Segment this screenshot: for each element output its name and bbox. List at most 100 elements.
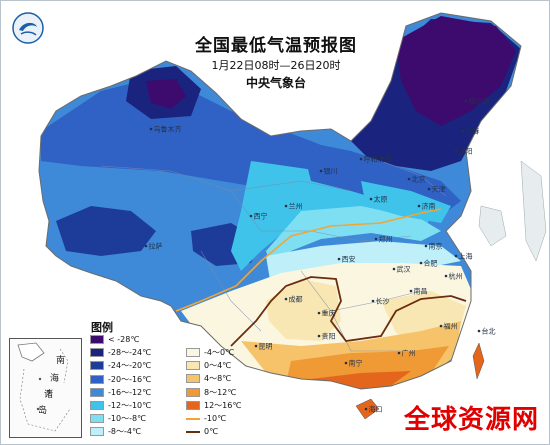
legend-color-swatch: [90, 401, 104, 410]
inset-label-4: 岛: [38, 406, 48, 416]
city-marker: [374, 237, 378, 241]
issuer-name: 中央气象台: [245, 76, 306, 90]
city-marker: [477, 329, 481, 333]
legend-label: -10℃: [204, 414, 227, 423]
legend-line-swatch: [186, 418, 200, 420]
city-marker: [337, 257, 341, 261]
city-marker: [319, 169, 323, 173]
legend-color-swatch: [90, 361, 104, 371]
city-label: 长沙: [376, 297, 390, 306]
legend-color-swatch: [90, 348, 104, 358]
inset-label-3: 诸: [44, 390, 54, 400]
legend-label: 12～16℃: [204, 400, 242, 410]
inset-label-1: 南: [56, 356, 66, 366]
city-marker: [254, 344, 258, 348]
legend-label: < -28℃: [108, 335, 140, 344]
city-marker: [454, 254, 458, 258]
legend-label: 0℃: [204, 427, 219, 437]
city-marker: [359, 157, 363, 161]
city-label: 长春: [466, 127, 480, 136]
city-label: 济南: [422, 202, 436, 211]
legend-line-swatch: [186, 431, 200, 434]
city-label: 西安: [342, 255, 356, 264]
city-label: 杭州: [449, 272, 463, 281]
legend: 图例 < -28℃ -28～-24℃ -24～-20℃ -20～-16℃ -16～-12…: [86, 317, 291, 443]
city-marker: [444, 274, 448, 278]
city-label: 哈尔滨: [469, 97, 490, 106]
city-label: 北京: [412, 175, 426, 184]
city-label: 呼和浩特: [364, 155, 392, 164]
city-marker: [409, 289, 413, 293]
city-marker: [392, 267, 396, 271]
city-marker: [144, 244, 148, 248]
legend-item: -4～0℃: [186, 347, 281, 358]
city-label: 乌鲁木齐: [154, 125, 182, 134]
legend-label: 4～8℃: [204, 374, 232, 384]
city-marker: [284, 204, 288, 208]
city-label: 太原: [374, 195, 388, 204]
city-label: 成都: [289, 295, 303, 304]
legend-label: -8～-4℃: [108, 427, 141, 437]
legend-color-swatch: [186, 361, 200, 371]
legend-label: 8～12℃: [204, 387, 237, 397]
legend-item: -28～-24℃: [90, 347, 185, 358]
south-china-sea-inset: 南 海 诸 岛: [9, 338, 82, 438]
city-marker: [417, 204, 421, 208]
city-marker: [424, 244, 428, 248]
map-title: 全国最低气温预报图: [195, 36, 357, 56]
legend-color-swatch: [186, 387, 200, 397]
city-marker: [407, 177, 411, 181]
city-marker: [397, 351, 401, 355]
city-marker: [249, 214, 253, 218]
cma-logo-icon: [12, 12, 44, 44]
city-label: 拉萨: [149, 242, 163, 251]
city-label: 福州: [444, 322, 458, 331]
legend-color-swatch: [90, 387, 104, 397]
city-marker: [364, 407, 368, 411]
legend-label: -16～-12℃: [108, 387, 152, 397]
legend-color-swatch: [90, 414, 104, 424]
legend-color-swatch: [90, 374, 104, 384]
legend-item: -16～-12℃: [90, 387, 185, 398]
city-marker: [427, 187, 431, 191]
legend-item: -20～-16℃: [90, 374, 185, 385]
inset-label-2: 海: [50, 374, 60, 384]
legend-label: -10～-8℃: [108, 414, 147, 424]
city-marker: [371, 299, 375, 303]
city-label: 台北: [482, 327, 496, 336]
city-marker: [454, 149, 458, 153]
city-label: 上海: [459, 252, 473, 261]
legend-label: -12～-10℃: [108, 401, 152, 410]
legend-item: < -28℃: [90, 334, 185, 345]
city-label: 西宁: [254, 212, 268, 221]
forecast-period: 1月22日08时—26日20时: [211, 59, 341, 72]
city-label: 沈阳: [459, 147, 473, 156]
city-marker: [317, 334, 321, 338]
city-label: 银川: [324, 167, 338, 176]
isotherm-minus10: [175, 208, 442, 312]
legend-item: -8～-4℃: [90, 426, 185, 437]
city-label: 兰州: [289, 202, 303, 211]
legend-label: -28～-24℃: [108, 348, 152, 358]
city-label: 天津: [432, 186, 446, 194]
legend-item: -12～-10℃: [90, 400, 185, 411]
legend-label: -20～-16℃: [108, 374, 152, 384]
legend-item: 0～4℃: [186, 360, 281, 371]
legend-color-swatch: [90, 335, 104, 344]
city-marker: [419, 261, 423, 265]
legend-item: 0℃: [186, 426, 281, 437]
city-label: 武汉: [397, 265, 411, 274]
inset-outline: [17, 342, 71, 432]
city-label: 南宁: [349, 359, 363, 368]
legend-item: 8～12℃: [186, 387, 281, 398]
legend-item: -10～-8℃: [90, 413, 185, 424]
legend-title: 图例: [91, 321, 113, 334]
city-marker: [461, 129, 465, 133]
legend-label: -24～-20℃: [108, 361, 152, 371]
city-marker: [317, 311, 321, 315]
isotherm-zero: [230, 276, 467, 347]
city-label: 郑州: [379, 236, 393, 244]
legend-color-swatch: [186, 400, 200, 410]
